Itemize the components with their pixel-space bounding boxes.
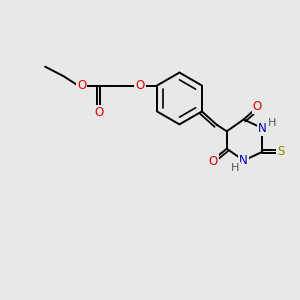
Text: O: O	[94, 106, 103, 119]
Text: O: O	[77, 79, 86, 92]
Text: S: S	[278, 145, 285, 158]
Text: O: O	[135, 79, 145, 92]
Text: H: H	[268, 118, 276, 128]
Text: N: N	[239, 154, 248, 167]
Text: O: O	[253, 100, 262, 113]
Text: H: H	[231, 163, 240, 173]
Text: N: N	[258, 122, 267, 135]
Text: O: O	[208, 155, 218, 168]
